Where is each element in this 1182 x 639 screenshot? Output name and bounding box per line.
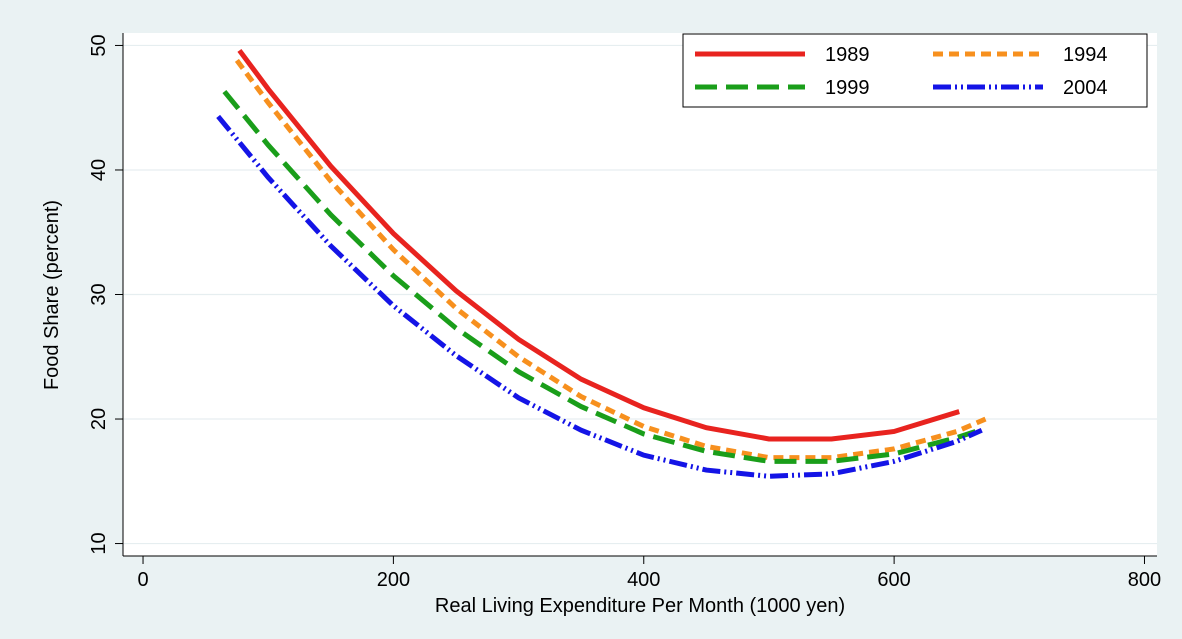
legend-label: 1994: [1063, 44, 1108, 66]
legend-box: [682, 33, 1148, 108]
legend-label: 2004: [1063, 77, 1108, 99]
x-tick-label: 800: [1128, 569, 1161, 591]
y-tick-label: 40: [88, 159, 110, 181]
y-tick-label: 30: [88, 283, 110, 305]
y-tick-label: 20: [88, 408, 110, 430]
legend-label: 1989: [825, 44, 870, 66]
series-line: [222, 89, 977, 464]
x-tick-label: 200: [377, 569, 410, 591]
x-axis-title: Real Living Expenditure Per Month (1000 …: [435, 595, 845, 617]
series-line: [216, 114, 983, 479]
y-tick-label: 50: [88, 34, 110, 56]
series-line: [237, 48, 960, 442]
x-tick-label: 400: [627, 569, 660, 591]
y-tick-label: 10: [88, 532, 110, 554]
x-tick-label: 0: [137, 569, 148, 591]
x-tick-label: 600: [877, 569, 910, 591]
legend-label: 1999: [825, 77, 870, 99]
series-line: [234, 58, 987, 461]
y-axis-title: Food Share (percent): [41, 200, 63, 390]
